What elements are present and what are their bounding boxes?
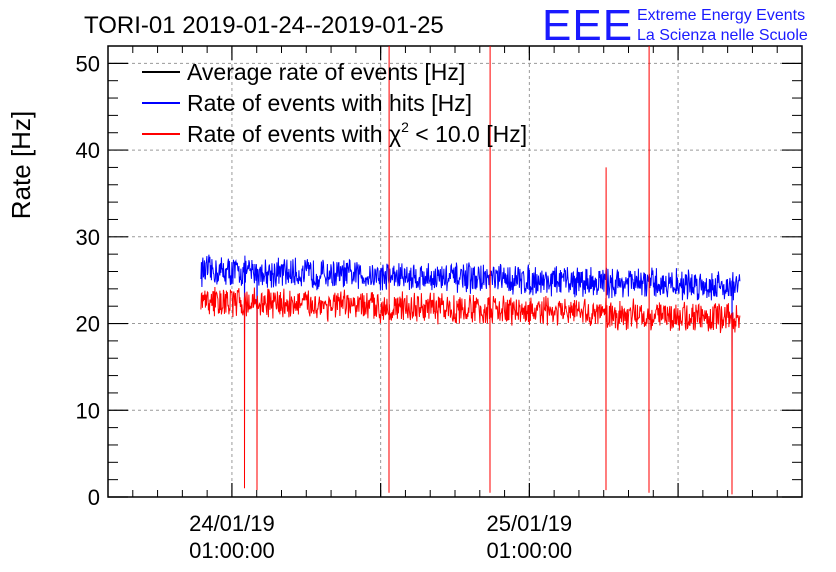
- axis-ticks: [107, 45, 803, 498]
- y-tick-label: 20: [76, 312, 100, 337]
- y-tick-label: 10: [76, 398, 100, 423]
- eee-logo: EEE Extreme Energy Events La Scienza nel…: [542, 1, 808, 50]
- series-line-1: [200, 254, 741, 393]
- y-tick-label: 0: [88, 485, 100, 510]
- y-tick-labels: 0 10 20 30 40 50: [76, 51, 100, 510]
- legend-label-chi2-suffix: < 10.0 [Hz]: [409, 121, 527, 147]
- logo-line-2: La Scienza nelle Scuole: [637, 27, 808, 44]
- x-tick-label-date: 25/01/19: [487, 511, 573, 536]
- legend: Average rate of events [Hz] Rate of even…: [142, 59, 527, 147]
- y-tick-label: 40: [76, 138, 100, 163]
- series-line-2: [200, 45, 741, 495]
- legend-label-hits: Rate of events with hits [Hz]: [187, 90, 472, 116]
- legend-label-chi2-symbol: χ: [389, 121, 401, 147]
- series-layer: [200, 45, 741, 495]
- logo-line-1: Extreme Energy Events: [637, 7, 805, 24]
- chart-title: TORI-01 2019-01-24--2019-01-25: [84, 12, 444, 39]
- legend-label-chi2-sup: 2: [401, 119, 409, 135]
- legend-label-chi2-prefix: Rate of events with: [187, 121, 389, 147]
- x-tick-label-time: 01:00:00: [189, 538, 275, 563]
- y-tick-label: 30: [76, 225, 100, 250]
- logo-mark: EEE: [542, 1, 633, 50]
- legend-label-average: Average rate of events [Hz]: [187, 59, 465, 85]
- legend-label-chi2: Rate of events with χ2 < 10.0 [Hz]: [187, 119, 527, 147]
- y-tick-label: 50: [76, 51, 100, 76]
- x-tick-label-date: 24/01/19: [189, 511, 275, 536]
- x-tick-label-time: 01:00:00: [487, 538, 573, 563]
- y-axis-title: Rate [Hz]: [6, 111, 36, 219]
